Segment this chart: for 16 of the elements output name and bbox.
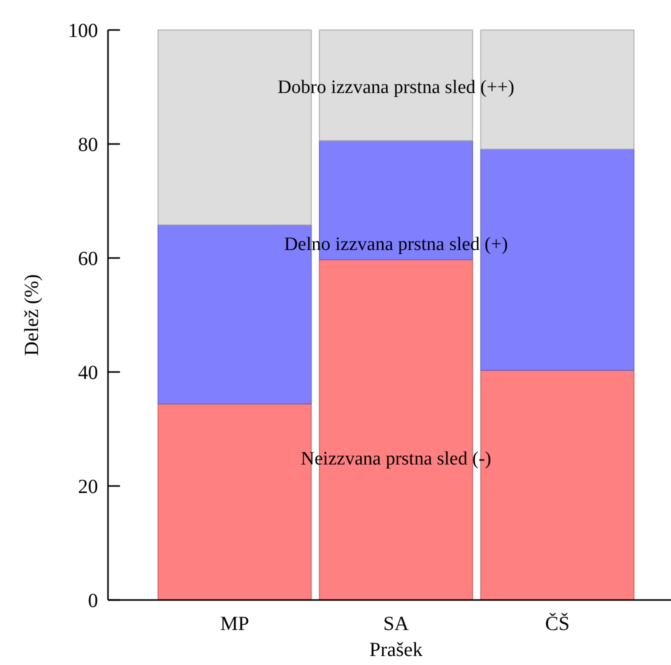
bar (480, 148, 634, 371)
y-tick-label: 60 (78, 248, 98, 270)
y-tick-label: 20 (78, 476, 98, 498)
x-tick-label: MP (220, 613, 250, 635)
series-label: Delno izzvana prstna sled (+) (284, 234, 508, 256)
series-label: Neizzvana prstna sled (-) (300, 448, 492, 470)
x-axis-title: Prašek (369, 639, 423, 661)
y-tick-label: 40 (78, 362, 98, 384)
y-axis-title: Delež (%) (21, 274, 43, 356)
series-label: Dobro izzvana prstna sled (++) (278, 76, 514, 98)
x-tick-label: ČŠ (545, 612, 570, 635)
y-tick-label: 100 (68, 20, 98, 42)
y-tick-label: 80 (78, 134, 98, 156)
x-tick-label: SA (383, 613, 410, 635)
bar (480, 30, 634, 150)
y-tick-label: 0 (88, 590, 98, 612)
